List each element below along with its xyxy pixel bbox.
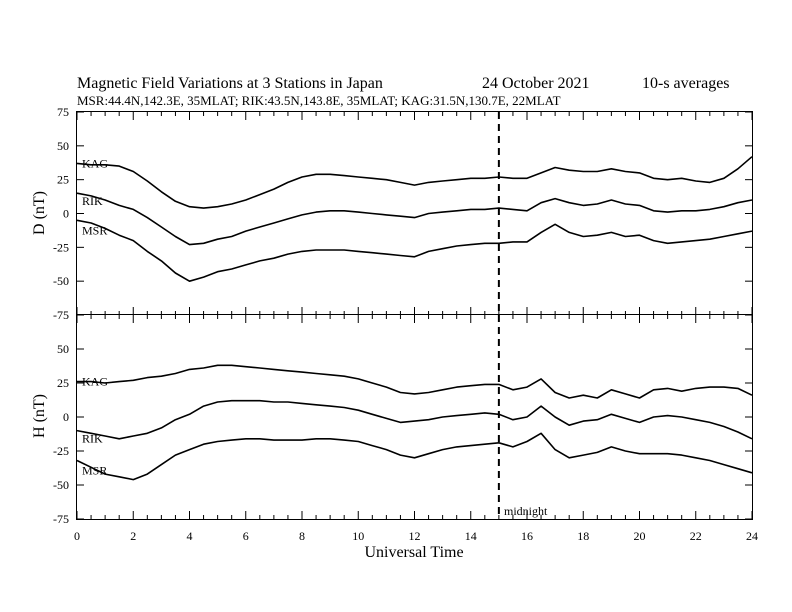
h-panel-frame (76, 314, 753, 520)
d-series-msr (76, 219, 753, 282)
xtick-label: 20 (634, 529, 646, 543)
h-ytick-label: 50 (57, 342, 69, 356)
xtick-label: 18 (577, 529, 589, 543)
xtick-label: 2 (130, 529, 136, 543)
xtick-label: 0 (74, 529, 80, 543)
xtick-label: 16 (521, 529, 533, 543)
xtick-label: 12 (409, 529, 421, 543)
d-ytick-label: -75 (53, 308, 69, 322)
h-ytick-label: -25 (53, 444, 69, 458)
h-series-msr (76, 432, 753, 481)
h-series-label-msr: MSR (82, 464, 107, 478)
d-ytick-label: 50 (57, 139, 69, 153)
chart-date: 24 October 2021 (482, 75, 590, 92)
d-ytick-label: 0 (63, 207, 69, 221)
h-ytick-label: 0 (63, 410, 69, 424)
h-series-label-rik: RIK (82, 432, 103, 446)
averaging-label: 10-s averages (642, 75, 730, 92)
xtick-label: 14 (465, 529, 477, 543)
h-ytick-label: -50 (53, 478, 69, 492)
stations-info: MSR:44.4N,142.3E, 35MLAT; RIK:43.5N,143.… (77, 93, 561, 108)
xtick-label: 4 (187, 529, 193, 543)
d-series-label-msr: MSR (82, 223, 107, 237)
h-series-kag (77, 364, 753, 399)
x-axis-label: Universal Time (364, 544, 463, 561)
d-ytick-label: -25 (53, 240, 69, 254)
xtick-label: 8 (299, 529, 305, 543)
d-series-label-rik: RIK (82, 194, 103, 208)
h-series-rik (76, 399, 753, 440)
h-ytick-label: 25 (57, 376, 69, 390)
h-panel-ylabel: H (nT) (31, 394, 48, 438)
xtick-label: 22 (690, 529, 702, 543)
d-panel-frame (76, 111, 753, 315)
h-series-label-kag: KAG (82, 375, 108, 389)
midnight-label: midnight (504, 504, 548, 518)
xtick-label: 10 (352, 529, 364, 543)
d-series-kag (76, 156, 753, 209)
xtick-label: 6 (243, 529, 249, 543)
d-series-rik (76, 192, 753, 246)
plot-layer: 75 50 25 0 -25 -50 -75 KAG RIK MSR 50 25 0 -25 -50 -75 0… (53, 105, 758, 543)
xtick-label: 24 (746, 529, 758, 543)
chart-title: Magnetic Field Variations at 3 Stations … (77, 75, 383, 92)
h-ytick-label: -75 (53, 512, 69, 526)
d-panel-ylabel: D (nT) (31, 191, 48, 235)
d-ytick-label: 25 (57, 173, 69, 187)
d-series-label-kag: KAG (82, 156, 108, 170)
d-ytick-label: 75 (57, 105, 69, 119)
d-ytick-label: -50 (53, 274, 69, 288)
